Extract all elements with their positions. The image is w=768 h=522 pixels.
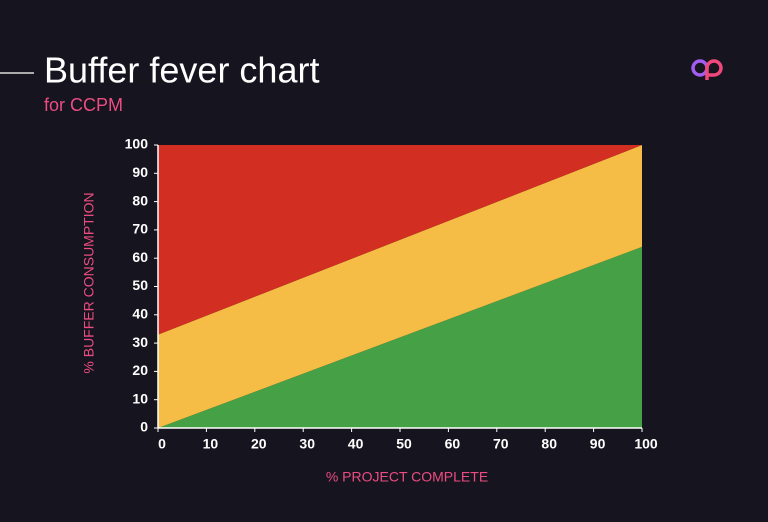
y-tick-label: 40 bbox=[132, 306, 148, 322]
y-tick-label: 100 bbox=[125, 136, 149, 152]
x-tick-label: 0 bbox=[158, 436, 166, 452]
y-tick-label: 50 bbox=[132, 277, 148, 293]
x-tick-label: 20 bbox=[251, 436, 267, 452]
y-axis-label: % BUFFER CONSUMPTION bbox=[81, 192, 97, 373]
x-axis-label: % PROJECT COMPLETE bbox=[326, 469, 488, 485]
y-tick-label: 60 bbox=[132, 249, 148, 265]
chart-subtitle: for CCPM bbox=[44, 95, 123, 115]
x-tick-label: 70 bbox=[493, 436, 509, 452]
x-tick-label: 10 bbox=[203, 436, 219, 452]
y-tick-label: 90 bbox=[132, 164, 148, 180]
area-band bbox=[158, 145, 642, 335]
y-tick-label: 10 bbox=[132, 390, 148, 406]
x-tick-label: 30 bbox=[299, 436, 315, 452]
area-band bbox=[158, 145, 642, 428]
x-tick-label: 100 bbox=[634, 436, 658, 452]
logo bbox=[691, 59, 723, 80]
y-tick-label: 80 bbox=[132, 192, 148, 208]
x-tick-label: 40 bbox=[348, 436, 364, 452]
x-tick-label: 60 bbox=[445, 436, 461, 452]
y-tick-label: 70 bbox=[132, 221, 148, 237]
x-tick-label: 50 bbox=[396, 436, 412, 452]
chart-title: Buffer fever chart bbox=[44, 50, 319, 91]
logo-loop bbox=[705, 59, 723, 80]
x-tick-label: 90 bbox=[590, 436, 606, 452]
y-tick-label: 30 bbox=[132, 334, 148, 350]
y-tick-label: 20 bbox=[132, 362, 148, 378]
y-tick-label: 0 bbox=[140, 419, 148, 435]
x-tick-label: 80 bbox=[541, 436, 557, 452]
